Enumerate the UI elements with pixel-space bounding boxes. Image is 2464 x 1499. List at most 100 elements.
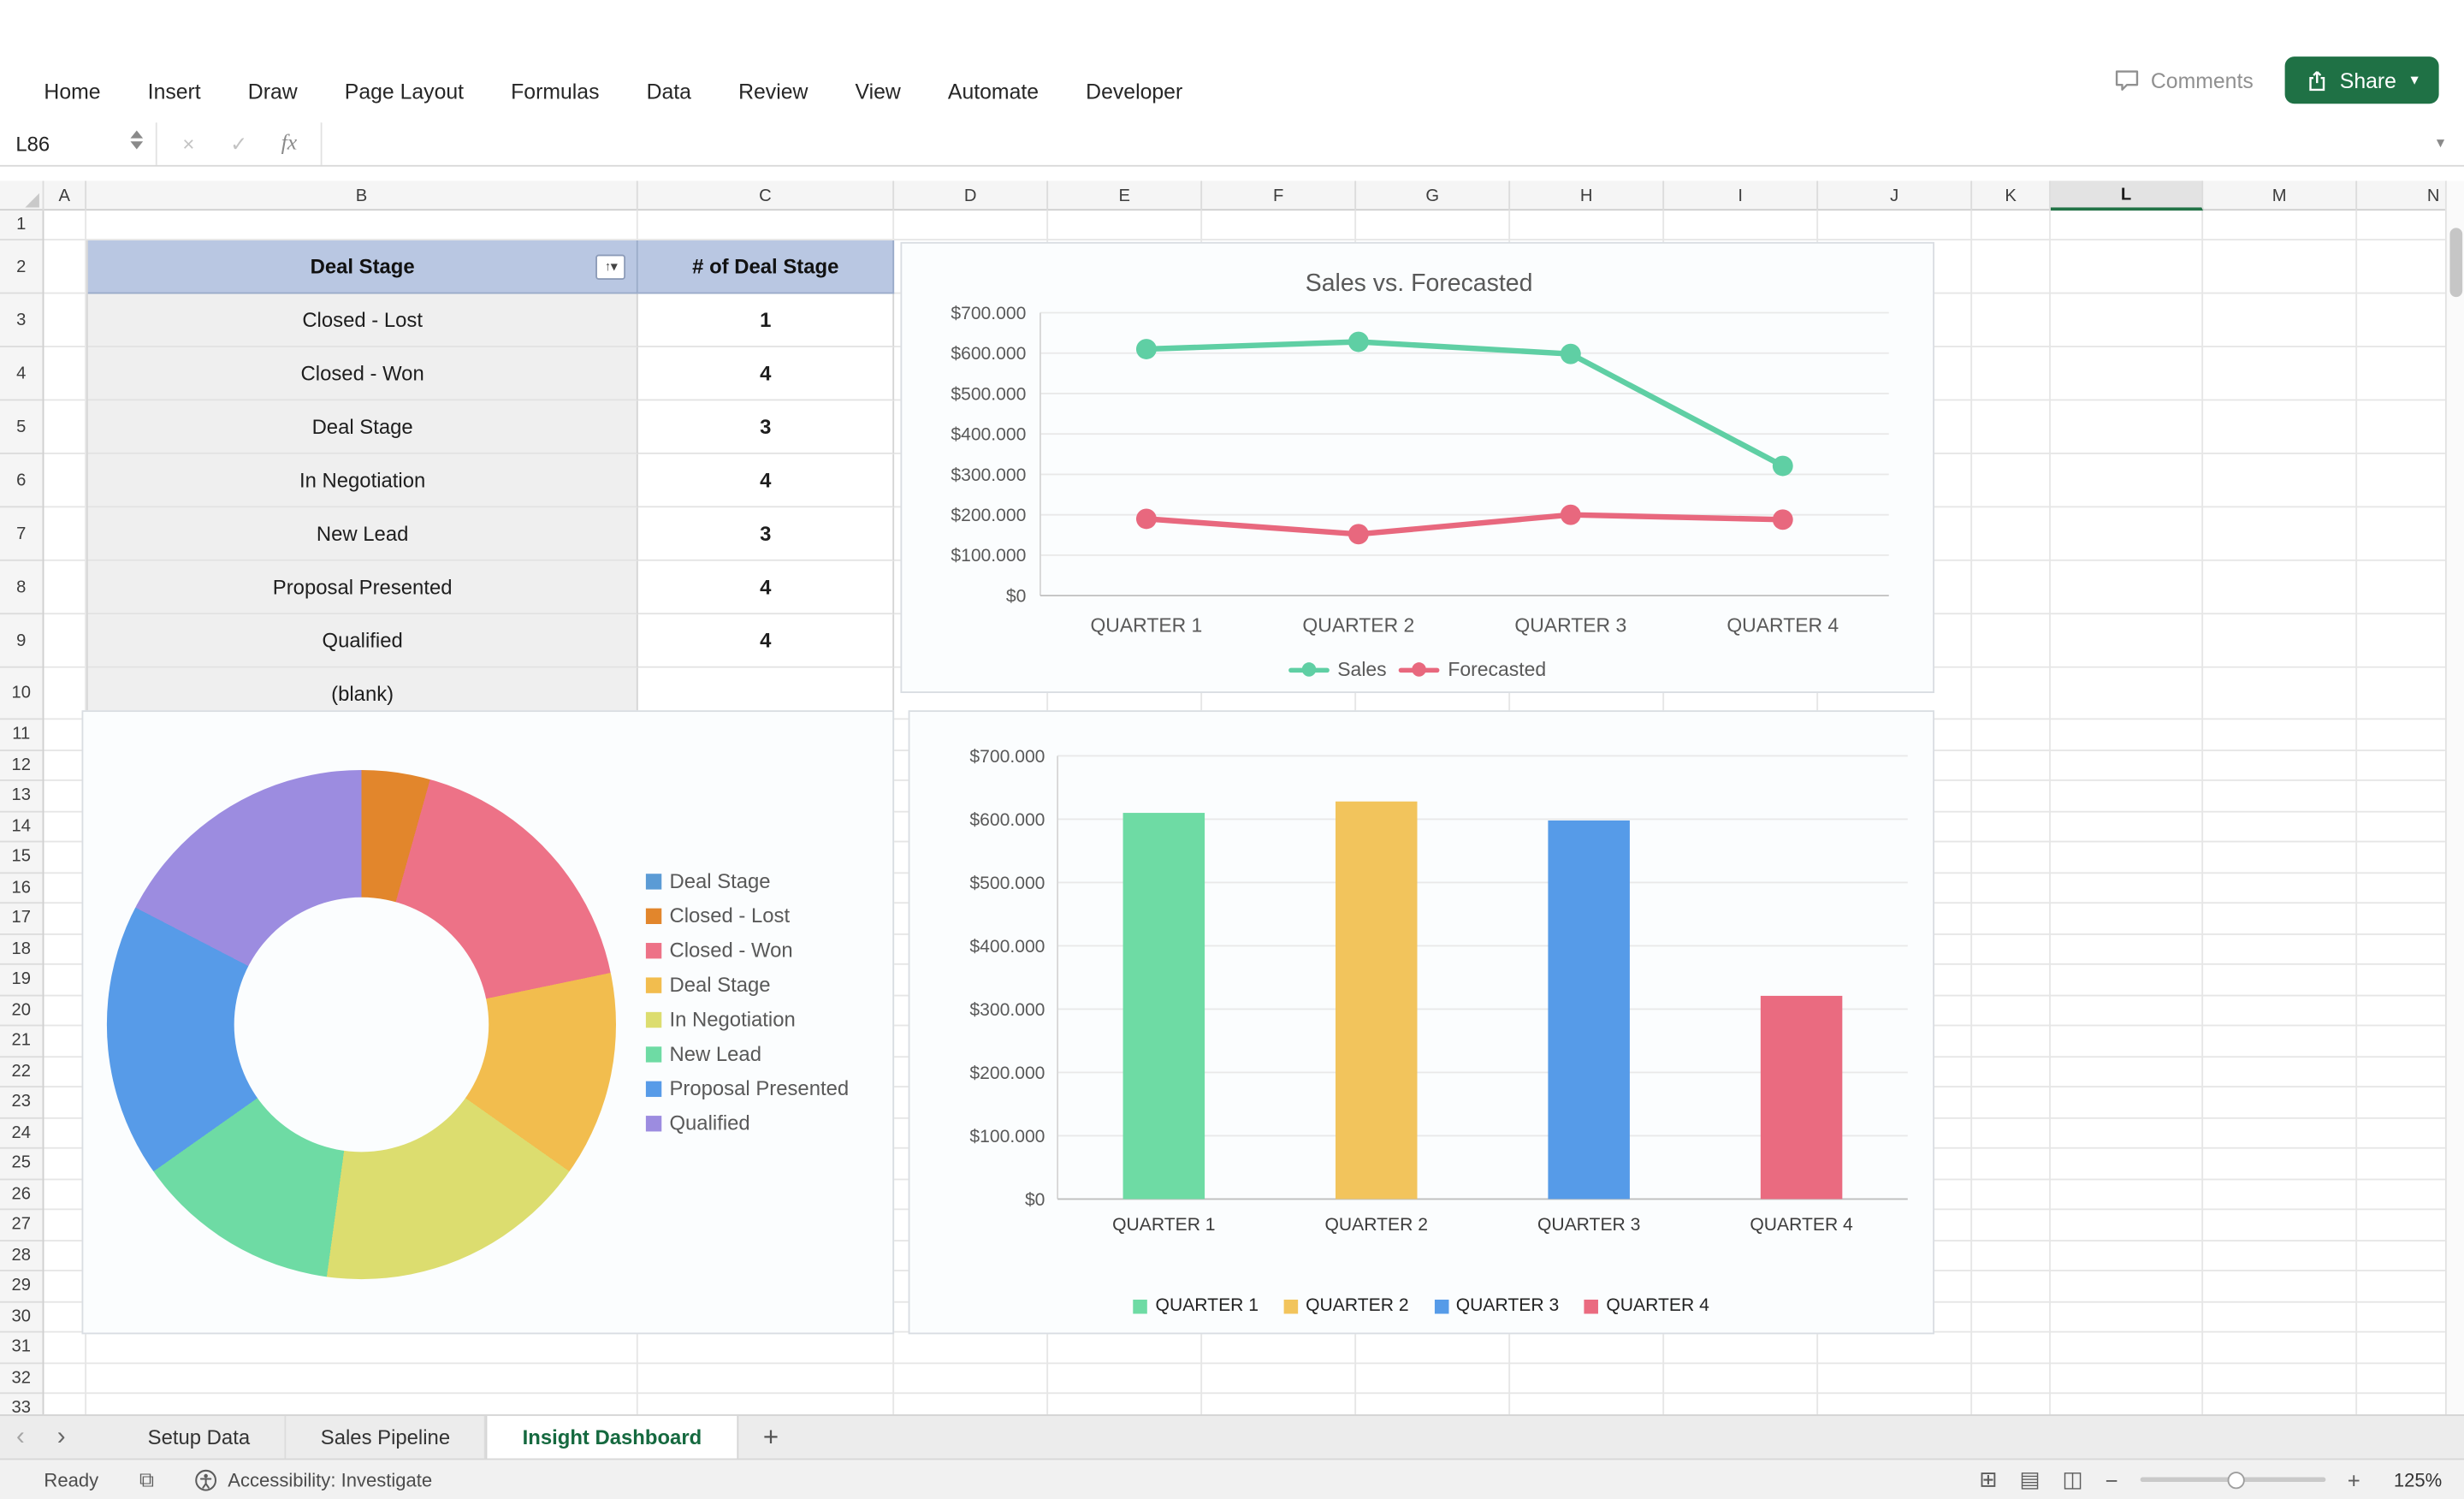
column-header-J[interactable]: J [1818, 181, 1973, 211]
pivot-cell-label[interactable]: Closed - Won [87, 347, 639, 401]
pivot-cell-value[interactable]: 4 [638, 347, 895, 401]
row-header-7[interactable]: 7 [0, 507, 43, 561]
ribbon-tab-page-layout[interactable]: Page Layout [344, 80, 465, 104]
formula-input[interactable] [323, 122, 2417, 165]
ribbon-tab-automate[interactable]: Automate [947, 80, 1040, 104]
pivot-cell-label[interactable]: Deal Stage [87, 400, 639, 454]
row-header-9[interactable]: 9 [0, 614, 43, 668]
column-header-D[interactable]: D [894, 181, 1049, 211]
sheet-tab-insight-dashboard[interactable]: Insight Dashboard [486, 1415, 738, 1459]
row-header-27[interactable]: 27 [0, 1210, 43, 1241]
row-header-29[interactable]: 29 [0, 1271, 43, 1302]
column-header-B[interactable]: B [86, 181, 638, 211]
chart-deal-stage-donut[interactable]: Deal Stage Closed - Lost Closed - Won Deal … [81, 710, 895, 1335]
row-header-10[interactable]: 10 [0, 668, 43, 720]
pivot-header-deal-stage[interactable]: Deal Stage ↑▾ [87, 240, 639, 294]
ribbon-tab-view[interactable]: View [855, 80, 901, 104]
pivot-cell-label[interactable]: Closed - Lost [87, 293, 639, 347]
add-sheet-button[interactable]: + [762, 1421, 779, 1452]
column-header-E[interactable]: E [1048, 181, 1203, 211]
row-header-14[interactable]: 14 [0, 812, 43, 843]
row-header-6[interactable]: 6 [0, 454, 43, 508]
sheet-tab-setup-data[interactable]: Setup Data [113, 1415, 287, 1459]
ribbon-tab-data[interactable]: Data [646, 80, 691, 104]
normal-view-icon[interactable]: ⊞ [1979, 1466, 1998, 1492]
column-header-G[interactable]: G [1356, 181, 1511, 211]
name-box-stepper[interactable] [130, 130, 144, 150]
spreadsheet-grid[interactable]: Deal Stage ↑▾ # of Deal Stage Closed - Lost… [0, 181, 2464, 1415]
column-header-K[interactable]: K [1972, 181, 2051, 211]
pivot-cell-value[interactable]: 3 [638, 507, 895, 561]
select-all-corner[interactable] [0, 181, 44, 211]
column-header-A[interactable]: A [44, 181, 87, 211]
pivot-cell-value[interactable]: 4 [638, 560, 895, 615]
accessibility-status[interactable]: Accessibility: Investigate [195, 1468, 432, 1490]
row-header-16[interactable]: 16 [0, 873, 43, 904]
page-break-view-icon[interactable]: ◫ [2062, 1466, 2083, 1492]
row-header-4[interactable]: 4 [0, 347, 43, 401]
row-header-32[interactable]: 32 [0, 1363, 43, 1395]
page-layout-view-icon[interactable]: ▤ [2019, 1466, 2040, 1492]
pivot-cell-value[interactable]: 4 [638, 614, 895, 668]
zoom-slider[interactable] [2140, 1471, 2326, 1489]
pivot-filter-button[interactable]: ↑▾ [595, 253, 626, 280]
pivot-cell-label[interactable]: Proposal Presented [87, 560, 639, 615]
column-header-C[interactable]: C [638, 181, 895, 211]
name-box[interactable]: L86 [0, 122, 157, 165]
formula-bar-expand-icon[interactable]: ▾ [2436, 134, 2445, 153]
column-header-M[interactable]: M [2203, 181, 2358, 211]
row-header-22[interactable]: 22 [0, 1057, 43, 1088]
row-header-21[interactable]: 21 [0, 1026, 43, 1058]
row-header-19[interactable]: 19 [0, 965, 43, 996]
zoom-slider-thumb[interactable] [2227, 1471, 2246, 1489]
pivot-cell-value[interactable]: 1 [638, 293, 895, 347]
insert-function-icon[interactable]: fx [281, 131, 298, 155]
chart-quarterly-bars[interactable]: $0 $100.000 $200.000 $300.000 $400.000 $500.0… [908, 710, 1935, 1335]
sheet-nav-back-icon[interactable]: ‹ [15, 1423, 25, 1450]
row-header-31[interactable]: 31 [0, 1333, 43, 1364]
pivot-table[interactable]: Deal Stage ↑▾ # of Deal Stage Closed - Lost… [86, 240, 895, 720]
row-header-24[interactable]: 24 [0, 1118, 43, 1149]
cancel-icon[interactable]: × [182, 132, 195, 156]
row-header-15[interactable]: 15 [0, 842, 43, 874]
row-header-11[interactable]: 11 [0, 720, 43, 751]
column-header-L[interactable]: L [2050, 181, 2204, 211]
row-header-28[interactable]: 28 [0, 1241, 43, 1271]
row-header-12[interactable]: 12 [0, 750, 43, 781]
row-header-30[interactable]: 30 [0, 1302, 43, 1333]
row-header-18[interactable]: 18 [0, 934, 43, 965]
column-header-F[interactable]: F [1202, 181, 1357, 211]
ribbon-tab-home[interactable]: Home [44, 80, 101, 104]
pivot-cell-label[interactable]: In Negotiation [87, 453, 639, 508]
ribbon-tab-developer[interactable]: Developer [1086, 80, 1183, 104]
row-header-23[interactable]: 23 [0, 1087, 43, 1118]
row-header-17[interactable]: 17 [0, 904, 43, 934]
ribbon-tab-draw[interactable]: Draw [247, 80, 298, 104]
row-header-33[interactable]: 33 [0, 1394, 43, 1414]
vertical-scrollbar[interactable] [2444, 181, 2464, 1415]
pivot-cell-label[interactable]: New Lead [87, 507, 639, 561]
row-header-5[interactable]: 5 [0, 400, 43, 454]
workbook-statistics-icon[interactable]: ⧉ [139, 1466, 154, 1491]
row-header-20[interactable]: 20 [0, 996, 43, 1027]
sheet-tab-sales-pipeline[interactable]: Sales Pipeline [286, 1415, 487, 1459]
zoom-in-button[interactable]: + [2347, 1466, 2360, 1492]
column-header-H[interactable]: H [1510, 181, 1665, 211]
column-header-I[interactable]: I [1664, 181, 1819, 211]
row-header-1[interactable]: 1 [0, 210, 43, 241]
ribbon-tab-insert[interactable]: Insert [147, 80, 201, 104]
column-header-N[interactable]: N [2357, 181, 2464, 210]
ribbon-tab-review[interactable]: Review [738, 80, 808, 104]
accept-icon[interactable]: ✓ [230, 131, 248, 155]
share-button[interactable]: Share ▾ [2284, 56, 2439, 104]
row-header-25[interactable]: 25 [0, 1149, 43, 1180]
pivot-header-count[interactable]: # of Deal Stage [638, 240, 895, 294]
pivot-cell-value[interactable]: 3 [638, 400, 895, 454]
vertical-scrollbar-thumb[interactable] [2449, 228, 2463, 298]
sheet-nav-forward-icon[interactable]: › [56, 1423, 66, 1450]
row-header-13[interactable]: 13 [0, 781, 43, 812]
row-header-8[interactable]: 8 [0, 561, 43, 615]
comments-button[interactable]: Comments [2113, 68, 2254, 92]
row-header-2[interactable]: 2 [0, 240, 43, 294]
zoom-out-button[interactable]: − [2105, 1466, 2118, 1492]
